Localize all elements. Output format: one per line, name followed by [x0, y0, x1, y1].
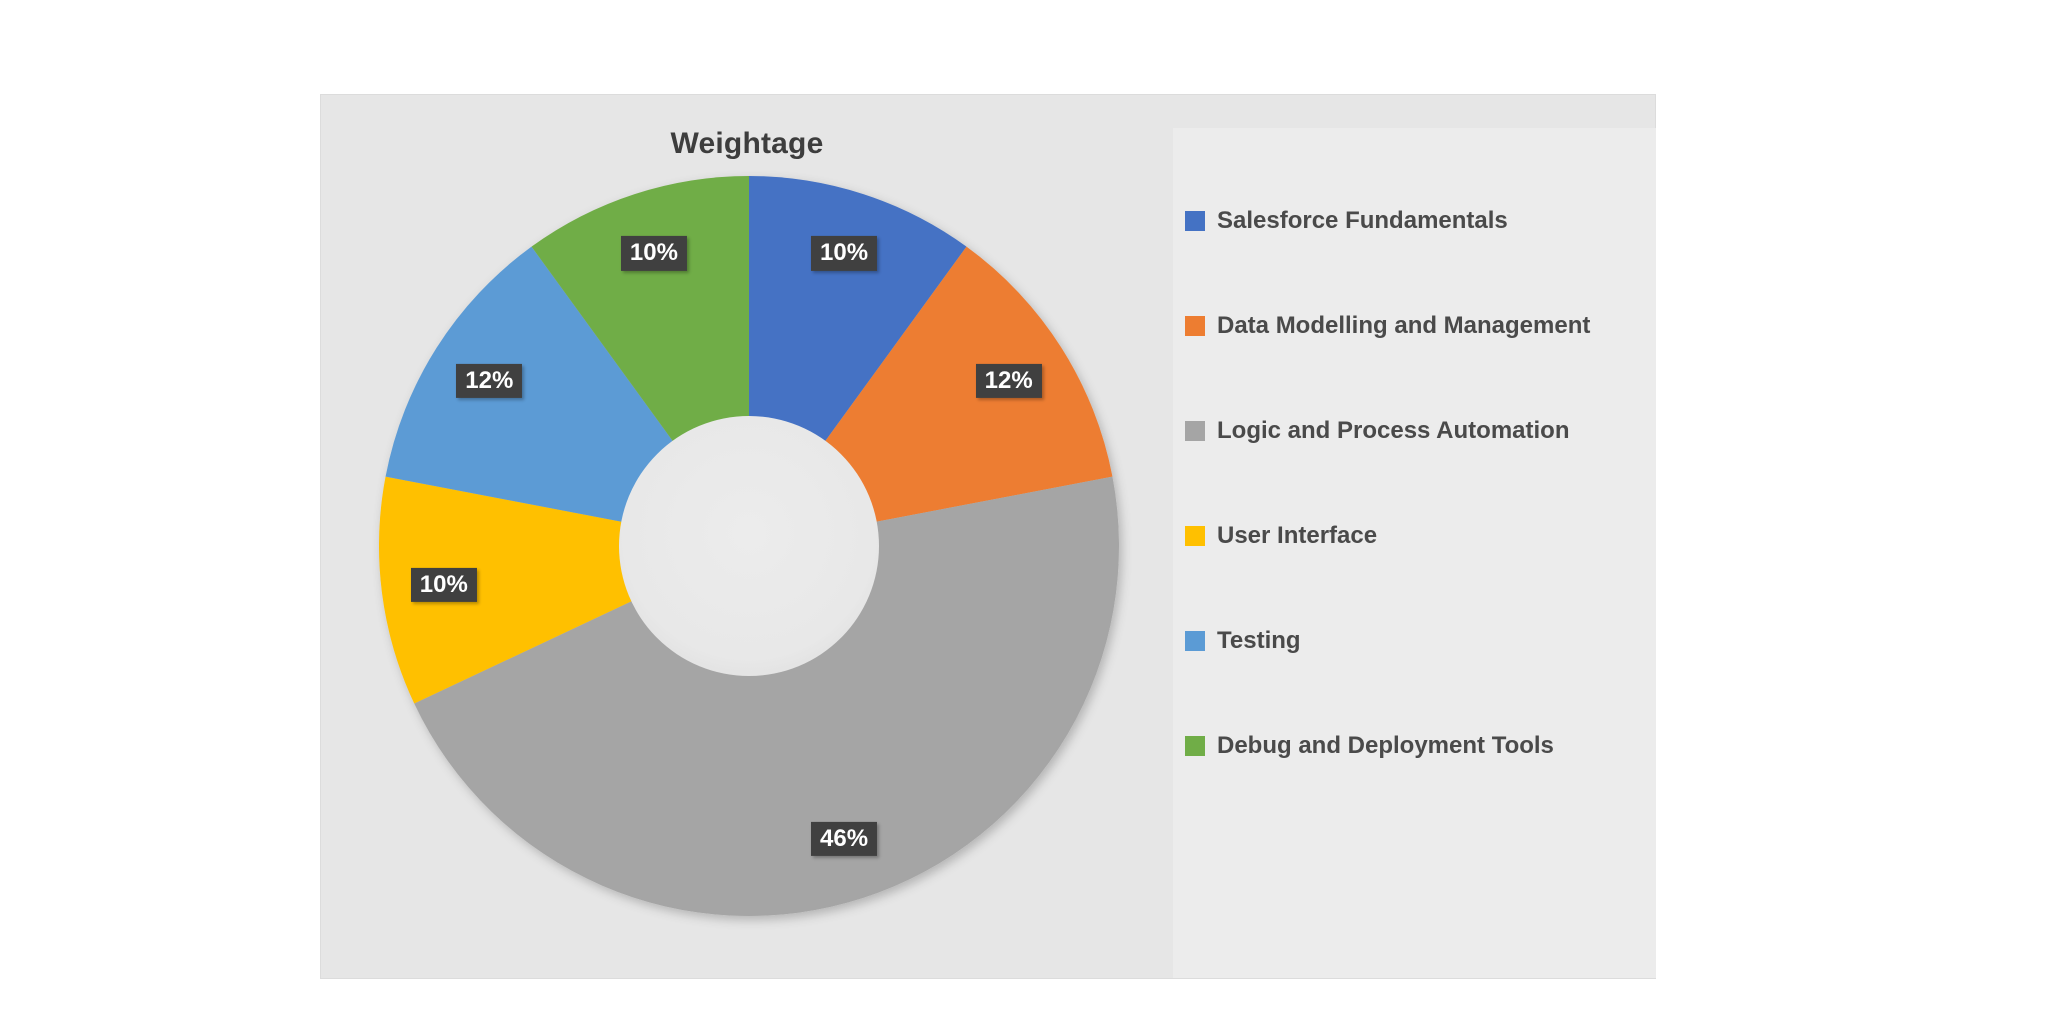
donut-hole	[619, 416, 879, 676]
legend-item-label: Logic and Process Automation	[1217, 416, 1570, 444]
legend-item-label: Salesforce Fundamentals	[1217, 206, 1508, 234]
legend-color-swatch-icon	[1185, 420, 1205, 441]
legend-color-swatch-icon	[1185, 315, 1205, 336]
donut-slice[interactable]	[414, 476, 1119, 916]
slice-data-label: 10%	[410, 567, 477, 602]
legend-item[interactable]: User Interface	[1173, 483, 1656, 588]
legend-item-label: Testing	[1217, 626, 1301, 654]
slice-data-label: 10%	[811, 236, 878, 271]
slice-data-label: 46%	[811, 821, 878, 856]
slice-data-label: 12%	[456, 364, 523, 399]
legend-item[interactable]: Salesforce Fundamentals	[1173, 168, 1656, 273]
legend-item-label: Data Modelling and Management	[1217, 311, 1591, 339]
legend-color-swatch-icon	[1185, 630, 1205, 651]
chart-title: Weightage	[670, 127, 824, 160]
legend-list: Salesforce Fundamentals Data Modelling an…	[1173, 128, 1656, 978]
legend-item-label: User Interface	[1217, 521, 1378, 549]
legend-item-label: Debug and Deployment Tools	[1217, 731, 1554, 759]
legend-item[interactable]: Data Modelling and Management	[1173, 273, 1656, 378]
chart-frame: Weightage 10% 12% 46% 10% 12% 10%	[320, 94, 1656, 979]
chart-legend-panel[interactable]: Salesforce Fundamentals Data Modelling an…	[1173, 128, 1656, 978]
slice-data-label: 10%	[620, 236, 687, 271]
slice-data-label: 12%	[975, 364, 1042, 399]
legend-item[interactable]: Debug and Deployment Tools	[1173, 693, 1656, 798]
donut-container[interactable]: 10% 12% 46% 10% 12% 10%	[379, 176, 1119, 916]
legend-color-swatch-icon	[1185, 210, 1205, 231]
legend-item[interactable]: Logic and Process Automation	[1173, 378, 1656, 483]
legend-item[interactable]: Testing	[1173, 588, 1656, 693]
donut-chart-plot-area[interactable]: Weightage 10% 12% 46% 10% 12% 10%	[321, 95, 1173, 978]
legend-color-swatch-icon	[1185, 735, 1205, 756]
donut-svg	[379, 176, 1119, 916]
legend-color-swatch-icon	[1185, 525, 1205, 546]
